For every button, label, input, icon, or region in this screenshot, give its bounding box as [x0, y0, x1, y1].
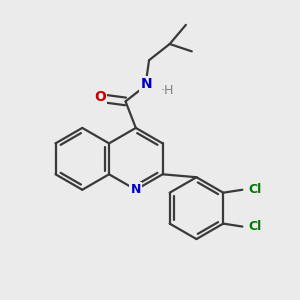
Text: N: N [140, 77, 152, 91]
Text: ·H: ·H [160, 84, 174, 97]
Text: N: N [130, 183, 141, 196]
Text: O: O [94, 90, 106, 104]
Text: Cl: Cl [249, 220, 262, 233]
Text: Cl: Cl [249, 183, 262, 196]
